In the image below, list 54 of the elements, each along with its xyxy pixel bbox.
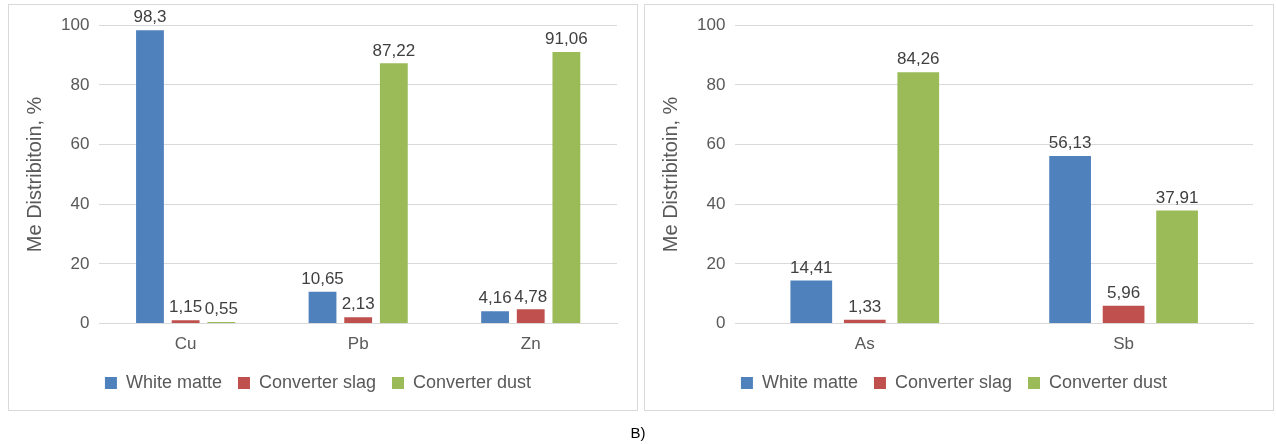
legend-label: Converter dust	[413, 371, 532, 392]
bar	[481, 311, 509, 324]
y-tick-label: 100	[60, 14, 90, 34]
y-axis-title: Me Distribitoin, %	[658, 96, 681, 253]
y-tick-label: 60	[706, 134, 726, 154]
legend-label: Converter slag	[258, 371, 377, 392]
data-label: 0,55	[204, 299, 238, 319]
legend-label: White matte	[125, 371, 222, 392]
bar	[308, 291, 337, 324]
y-tick-label: 0	[715, 313, 726, 333]
bar	[379, 63, 408, 324]
x-tick-label: Zn	[520, 334, 541, 354]
data-label: 14,41	[790, 257, 833, 277]
text: B)	[629, 424, 647, 441]
legend-label: Converter dust	[1049, 371, 1168, 392]
x-tick-label: Cu	[174, 334, 197, 354]
data-label: 37,91	[1155, 187, 1199, 207]
bar	[1156, 210, 1198, 324]
bar	[897, 72, 940, 324]
bar	[516, 309, 545, 324]
data-label: 4,16	[478, 288, 512, 308]
data-label: 56,13	[1048, 133, 1092, 153]
data-label: 4,78	[514, 286, 548, 306]
data-label: 84,26	[896, 49, 940, 69]
x-tick-label: Pb	[347, 334, 369, 354]
x-tick-label: As	[854, 334, 875, 354]
y-tick-label: 20	[706, 253, 726, 273]
bar	[1049, 156, 1091, 324]
data-label: 98,3	[133, 7, 167, 27]
y-tick-label: 40	[70, 193, 90, 213]
legend-label: Converter slag	[894, 371, 1013, 392]
y-tick-label: 40	[706, 193, 726, 213]
y-tick-label: 20	[70, 253, 90, 273]
data-label: 5,96	[1107, 283, 1141, 302]
bar	[1102, 305, 1145, 324]
y-tick-label: 60	[70, 134, 90, 154]
bar	[136, 30, 164, 324]
y-tick-label: 80	[706, 74, 726, 94]
data-label: 91,06	[545, 29, 588, 49]
bar	[790, 280, 833, 324]
data-label: 1,15	[169, 297, 203, 317]
data-label: 1,33	[848, 296, 882, 316]
y-tick-label: 0	[79, 313, 90, 333]
data-label: 10,65	[301, 269, 344, 289]
bar	[171, 320, 200, 324]
data-label: 87,22	[372, 40, 416, 60]
y-tick-label: 80	[70, 74, 90, 94]
y-axis-title: Me Distribitoin, %	[22, 96, 45, 253]
x-tick-label: Sb	[1113, 334, 1134, 354]
data-label: 2,13	[341, 294, 375, 314]
bar	[552, 51, 581, 324]
bar	[344, 317, 373, 324]
y-tick-label: 100	[696, 14, 726, 34]
legend-label: White matte	[761, 371, 858, 392]
